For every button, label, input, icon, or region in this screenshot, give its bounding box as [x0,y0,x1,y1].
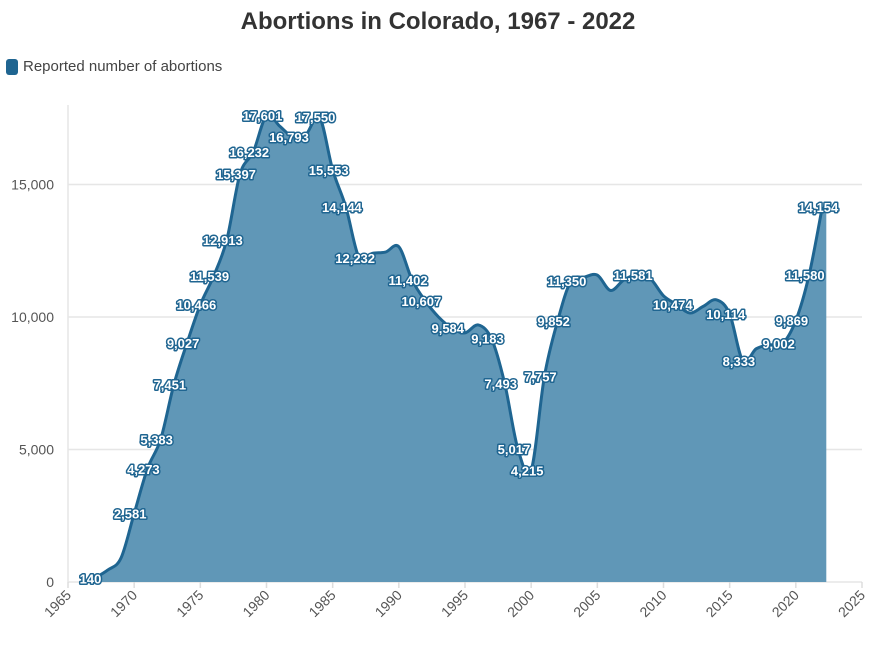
data-label: 17,601 [243,109,283,124]
x-tick-label: 1995 [438,587,471,620]
data-label: 11,402 [389,273,428,288]
legend[interactable]: Reported number of abortions [6,58,222,75]
y-tick-label: 15,000 [11,177,54,193]
data-label: 9,183 [471,332,504,347]
data-label: 15,397 [216,167,256,182]
data-label: 140 [80,571,102,586]
x-tick-label: 2015 [702,587,735,620]
y-tick-label: 10,000 [11,309,54,325]
data-label: 9,027 [167,336,200,351]
y-tick-label: 5,000 [19,442,54,458]
y-tick-label: 0 [46,574,54,590]
data-label: 5,383 [140,432,173,447]
x-tick-label: 2010 [636,587,669,620]
data-label: 10,466 [176,298,216,313]
data-label: 16,232 [229,145,269,160]
legend-label: Reported number of abortions [23,58,223,75]
data-label: 16,793 [269,130,309,145]
data-label: 9,584 [431,321,464,336]
x-tick-label: 1980 [239,587,272,620]
data-label: 9,002 [762,336,795,351]
x-tick-label: 2020 [769,587,802,620]
data-label: 5,017 [498,442,531,457]
data-label: 17,550 [296,110,336,125]
data-label: 7,493 [484,376,517,391]
x-tick-label: 1985 [305,587,338,620]
data-label: 4,273 [127,462,160,477]
series-line [93,113,824,580]
data-label: 11,539 [190,269,229,284]
data-label: 7,757 [524,369,557,384]
x-tick-label: 2025 [835,587,868,620]
data-label: 11,580 [786,268,825,283]
data-label: 10,607 [401,294,441,309]
area-fill [94,114,827,582]
x-tick-label: 2005 [570,587,603,620]
data-label: 14,154 [798,200,839,215]
x-tick-label: 1970 [107,587,140,620]
data-label: 12,232 [335,251,375,266]
data-label: 7,451 [154,378,187,393]
data-label: 14,144 [322,200,363,215]
data-label: 9,869 [776,313,809,328]
data-label: 4,215 [511,463,544,478]
legend-swatch [6,58,18,75]
x-tick-label: 2000 [504,587,537,620]
data-label: 9,852 [537,314,570,329]
x-tick-label: 1975 [173,587,206,620]
data-label: 10,474 [653,297,694,312]
data-label: 15,553 [309,163,349,178]
x-tick-label: 1965 [41,587,74,620]
data-label: 8,333 [723,354,756,369]
data-label: 2,581 [114,507,147,522]
data-label: 12,913 [203,233,243,248]
data-label: 11,350 [547,274,586,289]
data-label: 11,581 [614,268,653,283]
x-tick-label: 1990 [372,587,405,620]
chart-title: Abortions in Colorado, 1967 - 2022 [240,8,636,35]
data-label: 10,114 [706,307,746,322]
